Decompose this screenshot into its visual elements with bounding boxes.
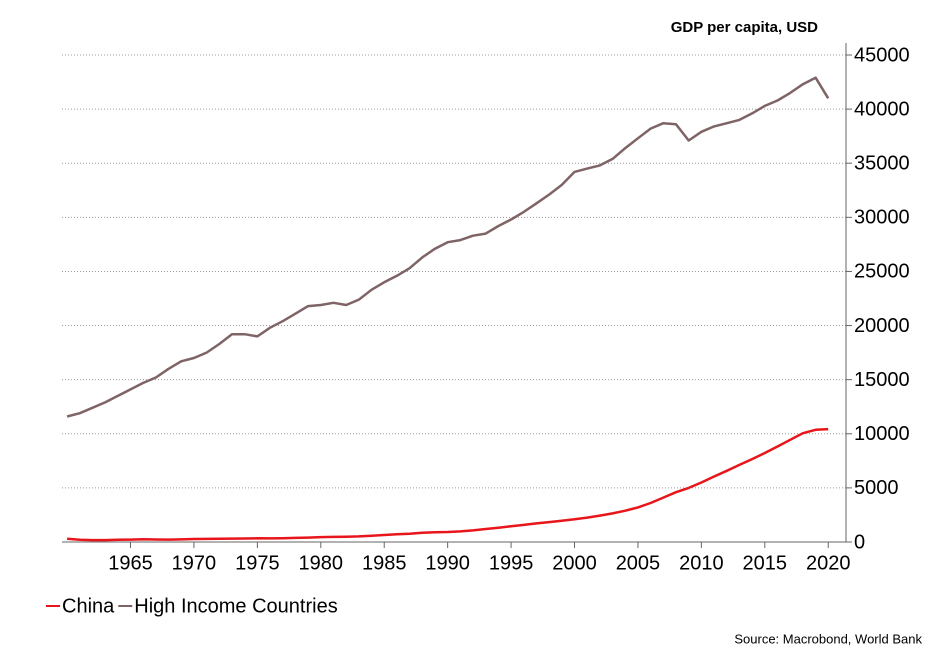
y-tick-label: 45000 xyxy=(854,44,910,66)
y-tick-label: 10000 xyxy=(854,423,910,445)
x-tick-label: 2005 xyxy=(616,552,661,574)
chart-title: GDP per capita, USD xyxy=(671,19,818,36)
y-tick-label: 40000 xyxy=(854,98,910,120)
y-tick-label: 30000 xyxy=(854,207,910,229)
line xyxy=(67,427,829,542)
x-tick-label: 2015 xyxy=(743,552,788,574)
y-tick-label: 0 xyxy=(854,531,865,553)
y-tick-label: 5000 xyxy=(854,477,899,499)
x-tick-label: 1985 xyxy=(362,552,407,574)
y-tick-label: 35000 xyxy=(854,153,910,175)
x-tick-label: 2010 xyxy=(679,552,724,574)
x-tick-label: 2020 xyxy=(806,552,851,574)
x-tick-label: 1975 xyxy=(235,552,280,574)
x-tick-label: 1980 xyxy=(299,552,344,574)
line xyxy=(66,76,830,418)
legend-label: High Income Countries xyxy=(134,595,337,617)
x-tick-label: 1965 xyxy=(108,552,153,574)
legend-label: China xyxy=(62,595,115,617)
y-tick-label: 20000 xyxy=(854,315,910,337)
x-tick-label: 2000 xyxy=(552,552,597,574)
y-tick-label: 15000 xyxy=(854,369,910,391)
y-tick-label: 25000 xyxy=(854,261,910,283)
x-tick-label: 1995 xyxy=(489,552,534,574)
source: Source: Macrobond, World Bank xyxy=(734,631,922,646)
x-tick-label: 1990 xyxy=(425,552,470,574)
x-tick-label: 1970 xyxy=(172,552,217,574)
